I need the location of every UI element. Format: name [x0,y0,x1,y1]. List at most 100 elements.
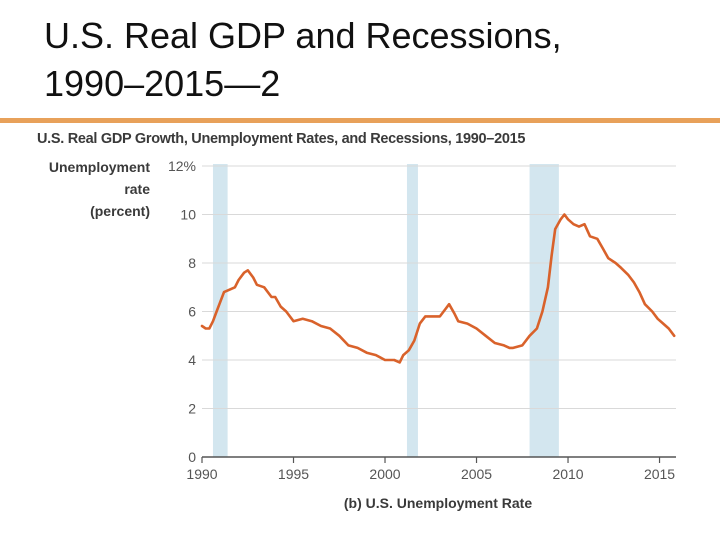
y-axis-label: Unemployment rate (percent) [36,156,150,222]
data-point [419,323,421,325]
y-tick-label: 12% [168,158,196,174]
slide-title-line1: U.S. Real GDP and Recessions, [44,15,562,56]
data-point [550,255,553,257]
data-point [439,315,441,317]
data-point [329,327,331,330]
data-point [424,315,426,317]
data-point [512,347,514,349]
data-point [668,327,670,330]
data-point [252,276,254,279]
data-point [651,310,653,313]
recession-band-2 [406,164,418,457]
y-tick-label: 6 [188,304,196,320]
data-point [485,335,487,337]
x-tick-label: 2010 [552,466,583,482]
data-point [567,218,569,220]
data-point [457,320,459,322]
data-point [243,272,245,274]
y-tick-label: 2 [188,401,196,417]
data-point [547,286,549,288]
data-point [205,327,207,330]
data-point [607,257,609,259]
data-point [563,213,565,216]
data-point [238,279,240,281]
y-tick-label: 4 [188,352,196,368]
data-point [589,235,591,237]
data-point [270,296,273,298]
recession-band-3 [529,164,559,457]
x-tick-label: 2000 [369,466,400,482]
data-point [528,335,531,337]
data-point [521,344,523,347]
x-axis-label: (b) U.S. Unemployment Rate [344,495,532,511]
data-point [466,323,468,325]
data-point [338,335,340,337]
data-point [256,284,258,286]
data-point [596,238,598,240]
data-point [280,306,282,308]
data-point [201,325,203,327]
data-point [384,359,386,361]
data-point [216,310,218,313]
data-point [212,320,214,322]
y-axis-label-line3: (percent) [90,203,150,219]
data-point [431,315,434,317]
data-point [366,352,368,354]
slide-title: U.S. Real GDP and Recessions, 1990–2015—… [44,12,714,108]
series-line-unemployment [200,213,676,364]
data-point [223,291,225,293]
data-point [399,361,401,364]
y-tick-label: 8 [188,255,196,271]
data-point [615,262,617,264]
x-tick-label: 1995 [278,466,309,482]
data-point [453,313,456,315]
x-tick-label: 1990 [186,466,217,482]
data-point [393,359,395,361]
data-point [503,344,505,347]
y-tick-label: 0 [188,449,196,465]
y-tick-label: 10 [180,207,196,223]
chart-title: U.S. Real GDP Growth, Unemployment Rates… [37,131,526,147]
x-tick-labels: 1990 1995 2000 2005 2010 2015 [186,466,675,482]
data-point [263,286,265,288]
data-point [657,318,659,320]
data-point [560,218,562,220]
data-point [554,228,556,230]
data-point [536,327,538,330]
data-point [448,303,450,305]
data-point [375,354,377,356]
data-point [219,301,221,303]
data-point [292,320,295,322]
data-point [228,289,231,291]
data-point [644,303,646,305]
accent-divider [0,118,720,123]
data-point [583,223,586,225]
data-point [638,291,640,293]
data-point [578,226,580,228]
data-point [302,318,304,320]
recession-band-1 [212,164,228,457]
data-point [602,247,604,250]
y-axis-label-line2: rate [124,181,150,197]
data-point [402,354,404,356]
data-point [413,340,415,342]
grid-lines [201,165,676,463]
data-point [633,281,635,283]
data-point [444,308,447,310]
data-point [620,267,622,269]
data-point [494,342,496,344]
slide-title-line2: 1990–2015—2 [44,63,281,104]
y-tick-labels: 0 2 4 6 8 10 12% [168,158,196,465]
recession-bands [212,164,559,457]
data-point [285,310,287,313]
data-point [311,320,313,322]
data-point [572,223,575,225]
data-point [320,325,322,327]
data-point [208,327,210,330]
data-point [627,274,630,276]
y-axis-label-line1: Unemployment [48,159,150,175]
x-tick-label: 2005 [461,466,492,482]
series-line-layer [200,213,676,364]
data-point [234,286,236,288]
